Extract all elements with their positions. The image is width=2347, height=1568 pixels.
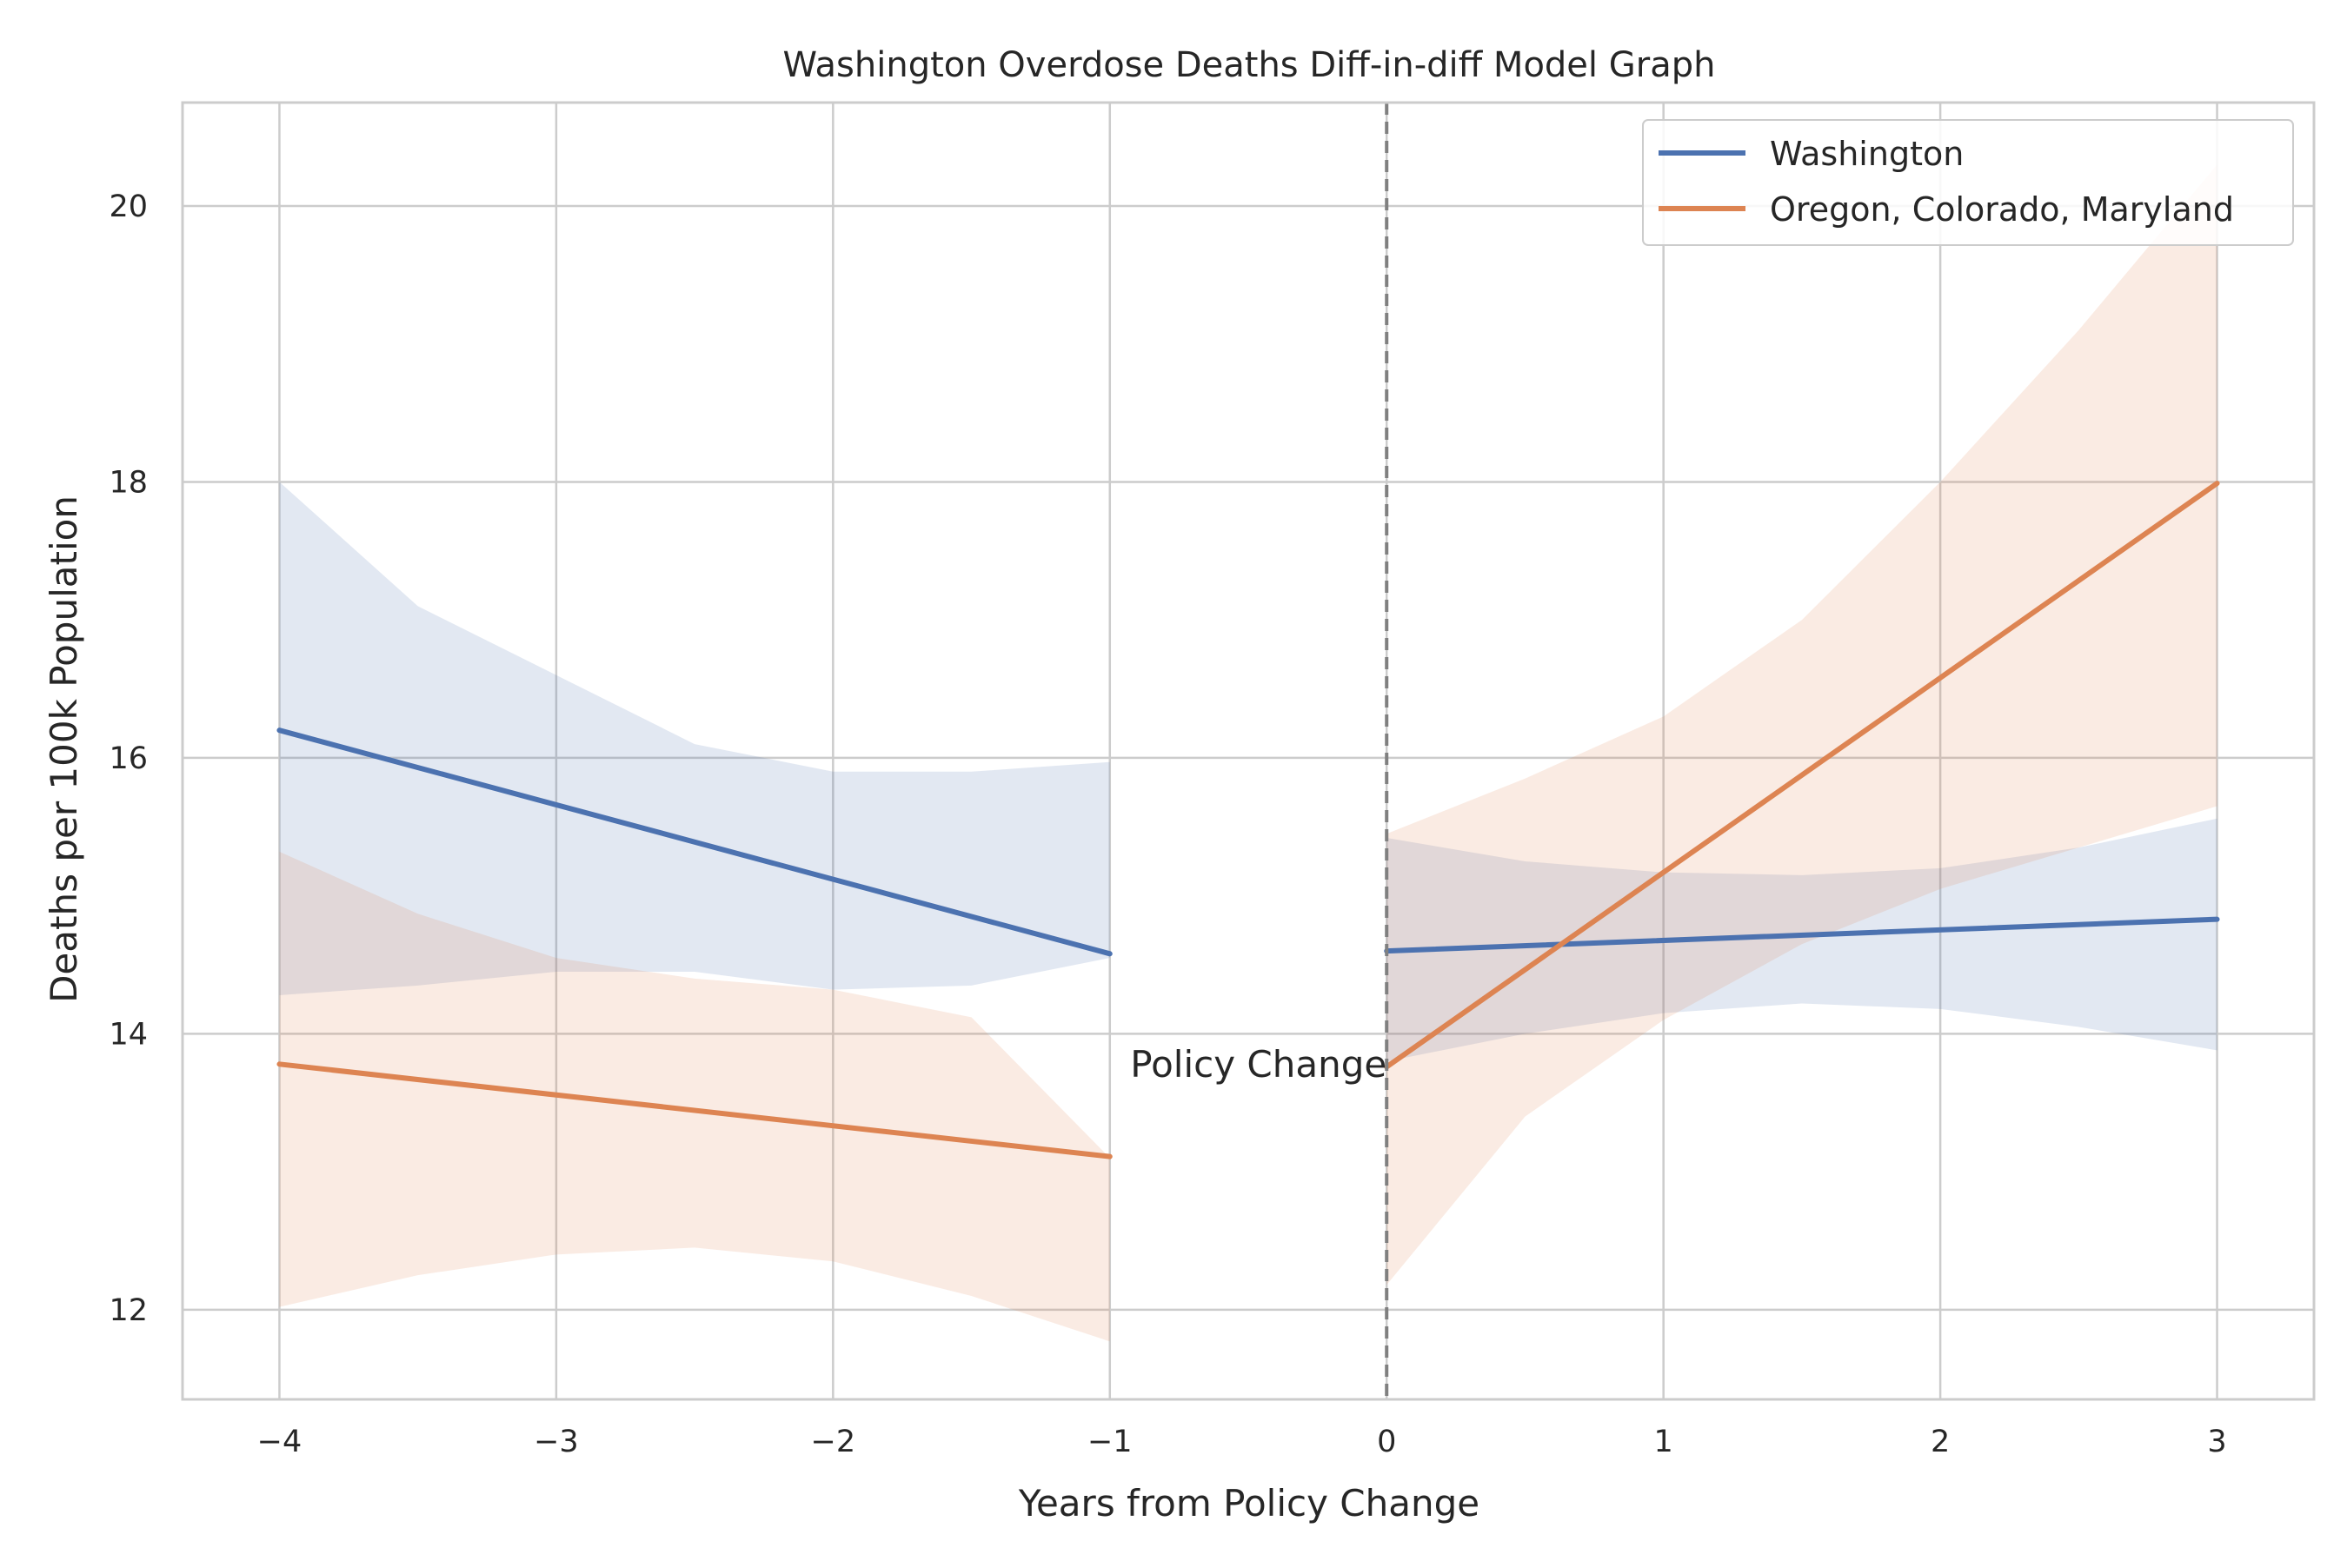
series-lines (276, 481, 2220, 1159)
x-tick-label: −4 (257, 1425, 303, 1459)
y-tick-label: 14 (109, 1017, 148, 1052)
chart-title: Washington Overdose Deaths Diff-in-diff … (783, 45, 1716, 85)
legend-box (1642, 119, 2294, 246)
x-tick-label: −1 (1087, 1425, 1133, 1459)
y-tick-label: 20 (109, 189, 148, 224)
legend-label-comparison: Oregon, Colorado, Maryland (1770, 190, 2234, 229)
x-tick-label: −3 (534, 1425, 579, 1459)
washington-line (276, 728, 1113, 957)
x-tick-label: −2 (811, 1425, 856, 1459)
comparison-line (1384, 481, 2220, 1070)
legend: Washington Oregon, Colorado, Maryland (1642, 119, 2294, 246)
y-tick-label: 18 (109, 465, 148, 500)
x-tick-label: 0 (1377, 1425, 1396, 1459)
x-axis-label: Years from Policy Change (1018, 1482, 1479, 1525)
washington-confidence-band (279, 482, 1110, 995)
confidence-bands (279, 164, 2217, 1342)
comparison-line (276, 1061, 1113, 1159)
x-tick-label: 1 (1654, 1425, 1673, 1459)
comparison-confidence-band (1386, 164, 2217, 1286)
y-axis-label: Deaths per 100k Population (43, 495, 85, 1003)
y-tick-label: 16 (109, 741, 148, 776)
axes-frame (181, 101, 2316, 1401)
legend-label-washington: Washington (1770, 135, 1964, 173)
x-tick-label: 3 (2207, 1425, 2226, 1459)
x-tick-label: 2 (1931, 1425, 1950, 1459)
comparison-confidence-band (279, 851, 1110, 1342)
plot-frame (181, 101, 2316, 1401)
gridlines (183, 103, 2314, 1399)
washington-confidence-band (1386, 818, 2217, 1062)
y-tick-label: 12 (109, 1293, 148, 1328)
washington-line (1384, 916, 2220, 954)
policy-change-annotation: Policy Change (1130, 1043, 1386, 1086)
